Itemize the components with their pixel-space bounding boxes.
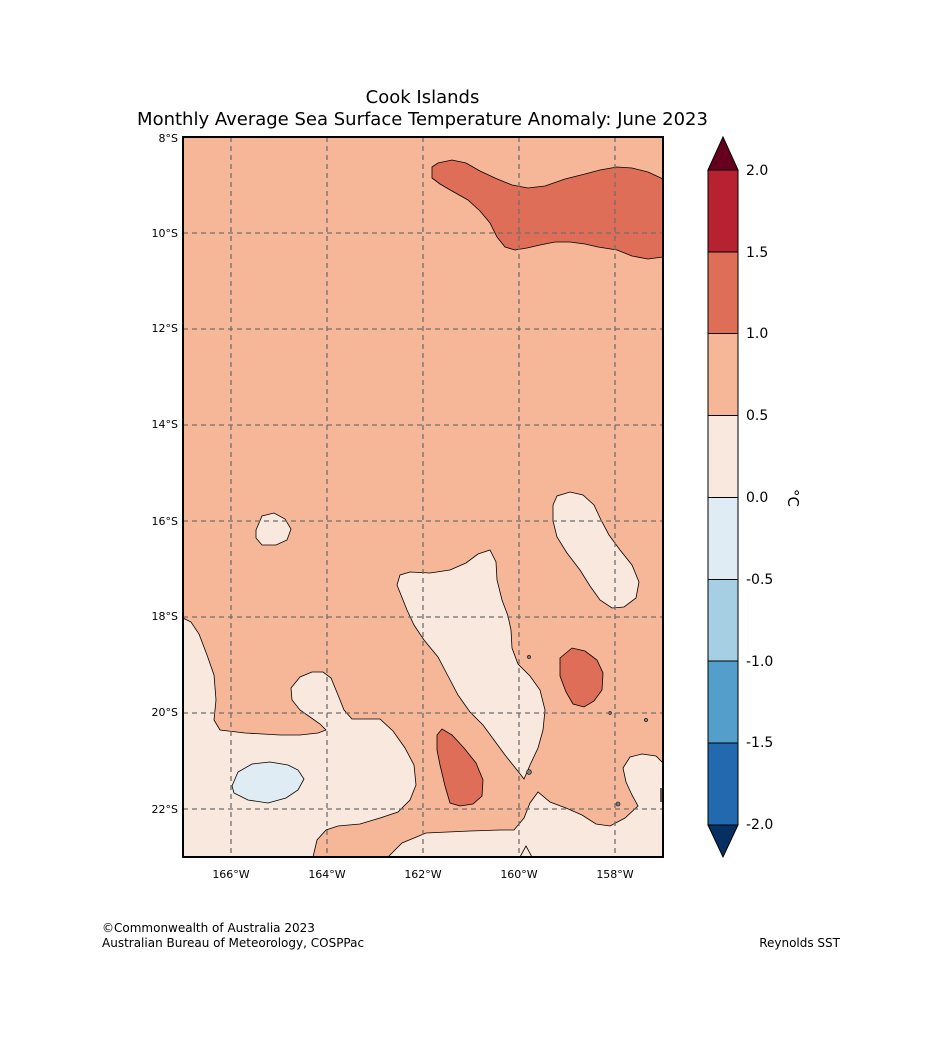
colorbar-over-triangle [707,135,739,171]
colorbar-band [708,252,738,334]
colorbar-tick: -1.0 [746,654,773,670]
colorbar-band [708,333,738,416]
lat-label: 22°S [152,803,178,816]
contour-dot [527,655,531,659]
lat-label: 12°S [152,322,178,335]
colorbar-tick: 2.0 [746,163,768,179]
colorbar-tick: -2.0 [746,817,773,833]
colorbar: 2.0 1.5 1.0 0.5 0.0 -0.5 -1.0 -1.5 -2.0 … [707,135,802,859]
warm-anomaly-region-central [559,647,604,708]
contour-dot [644,718,648,722]
contour-fragment [519,845,533,857]
colorbar-tick: 1.0 [746,326,768,342]
cool-anomaly-region-south-west [231,761,305,804]
map-title: Cook Islands [365,87,480,108]
latitude-labels: 8°S 10°S 12°S 14°S 16°S 18°S 20°S 22°S [152,132,178,816]
lon-label: 160°W [500,868,537,881]
map-gridlines [183,137,663,857]
near-zero-anomaly-region-south-east [387,753,663,857]
colorbar-band-edges [708,251,738,744]
colorbar-band [708,579,738,661]
lon-label: 166°W [212,868,249,881]
longitude-labels: 166°W 164°W 162°W 160°W 158°W [212,868,633,881]
colorbar-tick: 0.0 [746,490,768,506]
agency-credit: Australian Bureau of Meteorology, COSPPa… [102,936,365,950]
colorbar-tick: 1.5 [746,245,768,261]
lat-label: 20°S [152,706,178,719]
map-subtitle: Monthly Average Sea Surface Temperature … [137,109,708,130]
map-frame [182,136,664,858]
near-zero-anomaly-region-central [396,549,546,780]
colorbar-band [708,170,738,252]
lat-label: 8°S [159,132,178,145]
warm-anomaly-region-south [436,728,484,807]
lon-label: 158°W [596,868,633,881]
colorbar-band [708,661,738,743]
warm-anomaly-region-north [431,159,663,260]
colorbar-band [708,743,738,825]
colorbar-tick: -1.5 [746,735,773,751]
colorbar-band [708,415,738,498]
lat-label: 18°S [152,610,178,623]
colorbar-under-triangle [707,824,739,859]
contour-dot [526,769,532,775]
lon-label: 162°W [404,868,441,881]
lon-label: 164°W [308,868,345,881]
lat-label: 14°S [152,418,178,431]
near-zero-anomaly-region-south [183,617,417,857]
colorbar-tick: -0.5 [746,572,773,588]
data-source-label: Reynolds SST [759,936,840,950]
lat-label: 10°S [152,227,178,240]
lat-label: 16°S [152,515,178,528]
map-plot-area [183,137,663,857]
copyright-notice: ©Commonwealth of Australia 2023 [102,921,315,935]
colorbar-tick: 0.5 [746,408,768,424]
contour-dot [615,801,621,807]
colorbar-unit-label: °C [784,489,802,507]
colorbar-tick-labels: 2.0 1.5 1.0 0.5 0.0 -0.5 -1.0 -1.5 -2.0 [746,163,773,833]
colorbar-band [708,497,738,580]
